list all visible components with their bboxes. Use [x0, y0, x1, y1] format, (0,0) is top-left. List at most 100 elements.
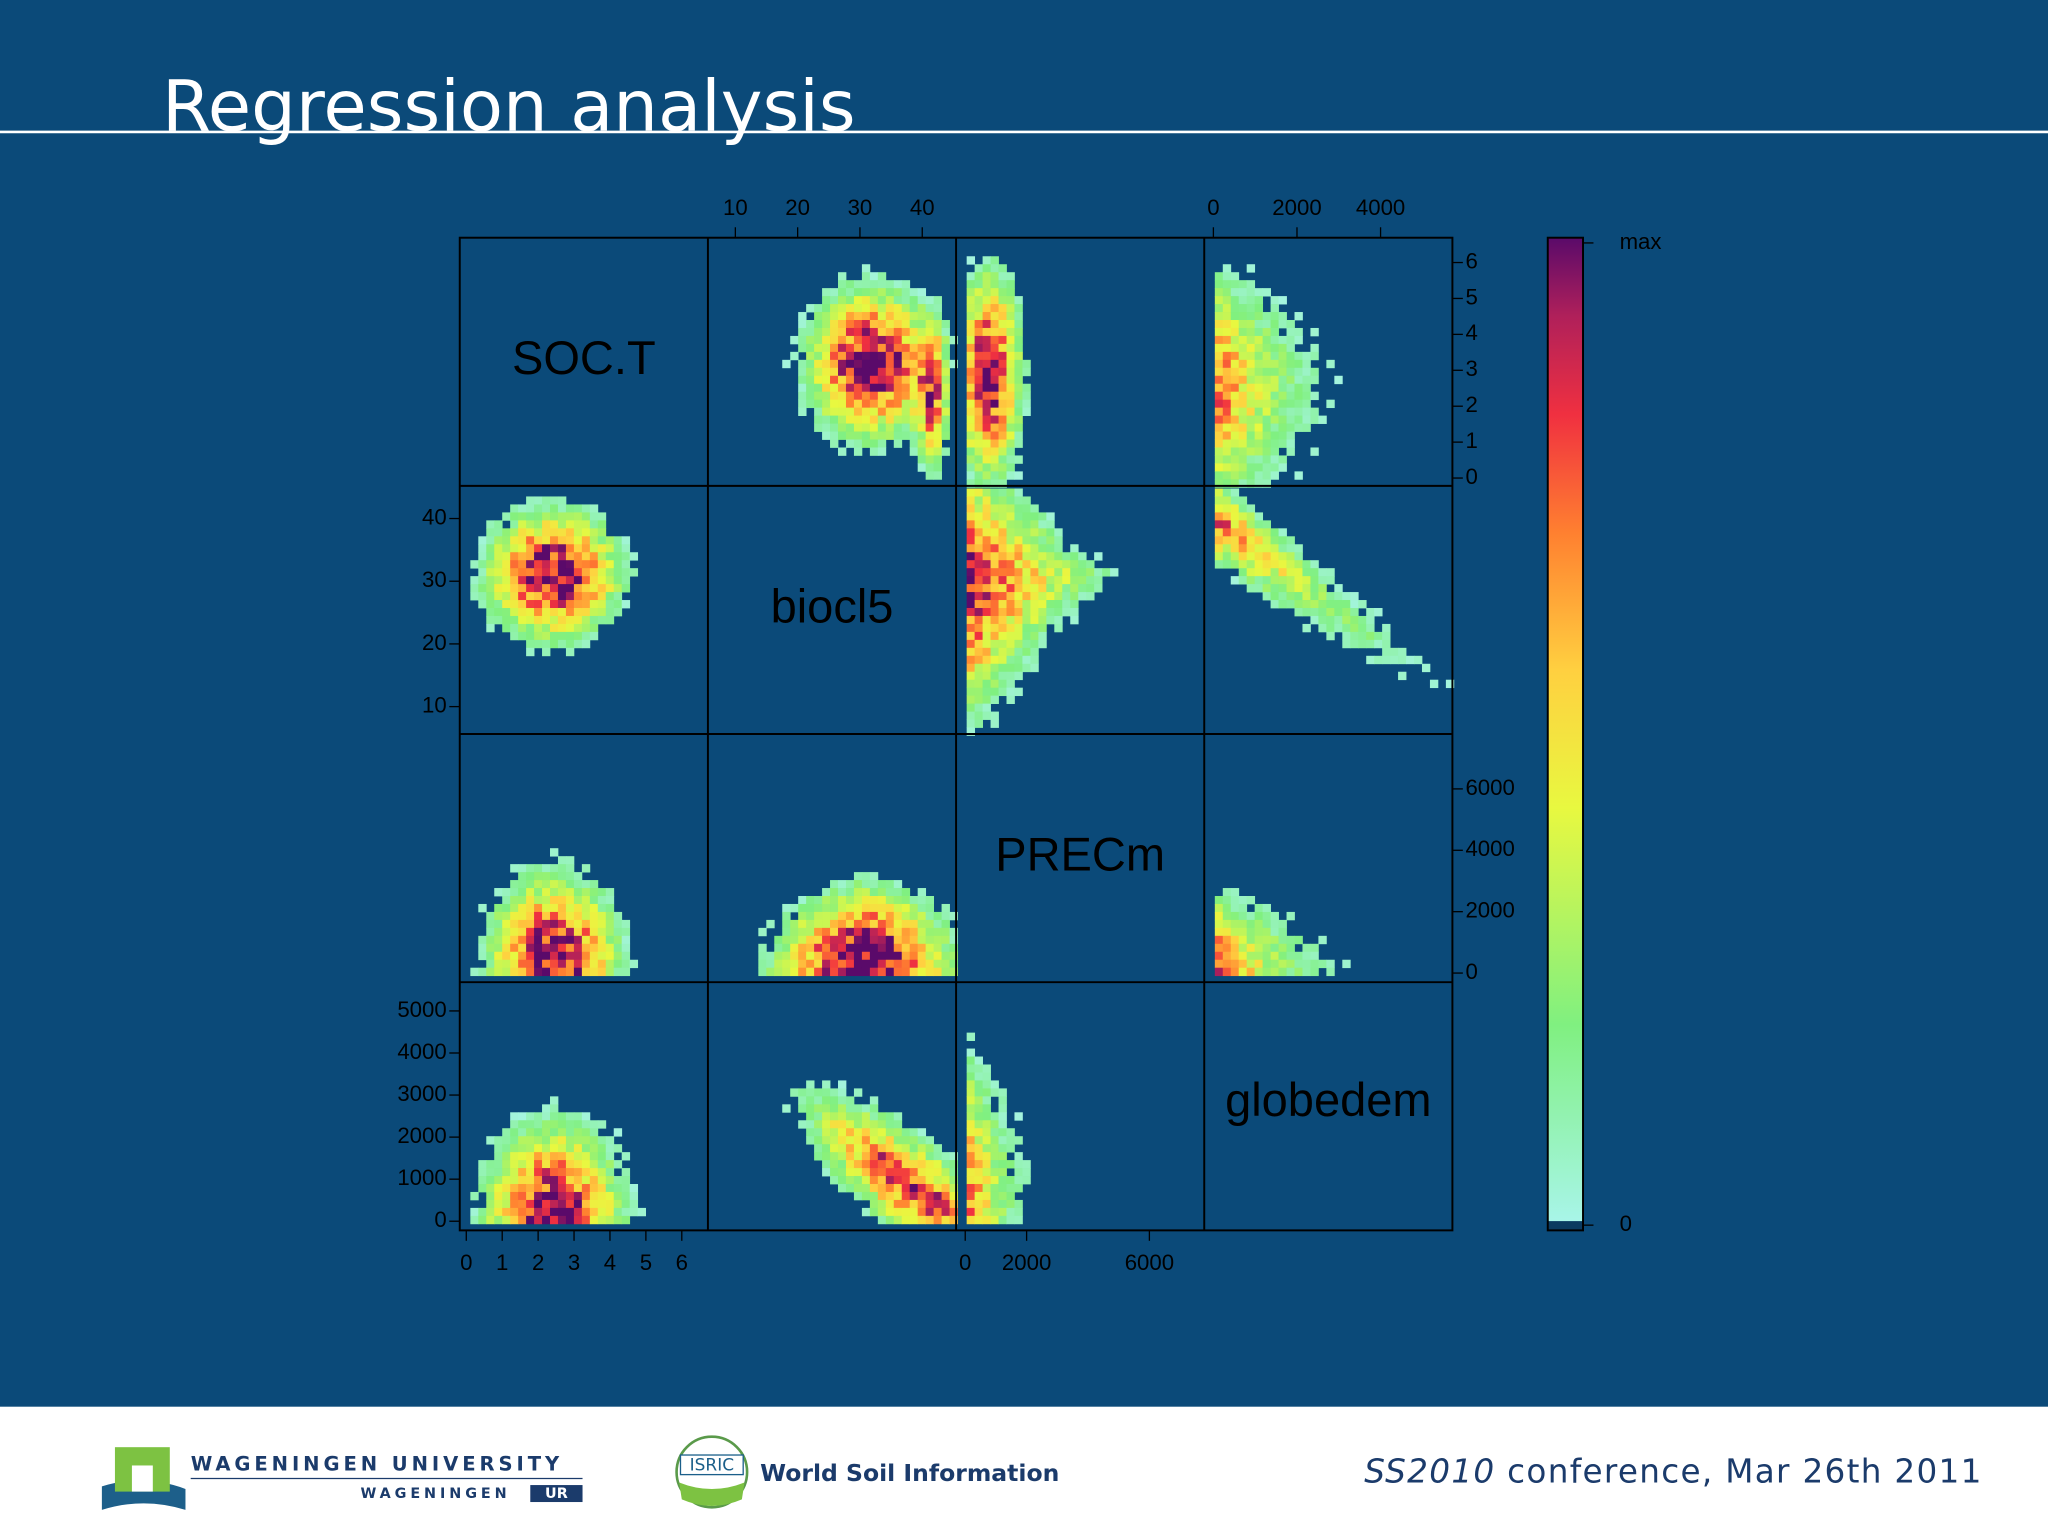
tick-label: 10	[723, 195, 748, 220]
density-cell	[990, 552, 999, 561]
density-cell	[941, 343, 950, 353]
density-cell	[486, 927, 495, 937]
density-cell	[470, 1207, 479, 1217]
density-cell	[822, 335, 831, 345]
density-cell	[933, 1215, 942, 1225]
density-cell	[877, 1152, 887, 1161]
density-cell	[838, 296, 847, 305]
density-cell	[974, 1184, 983, 1193]
density-cell	[830, 415, 839, 424]
density-cell	[885, 407, 895, 416]
density-cell	[1270, 439, 1279, 448]
density-cell	[869, 296, 879, 305]
density-cell	[1230, 935, 1240, 945]
density-cell	[982, 584, 991, 593]
density-cell	[581, 967, 591, 977]
density-cell	[861, 415, 871, 424]
density-cell	[542, 584, 551, 593]
density-cell	[877, 407, 887, 416]
density-cell	[1246, 439, 1256, 448]
density-cell	[885, 1215, 895, 1225]
density-cell	[534, 608, 543, 617]
density-cell	[798, 312, 807, 321]
density-cell	[597, 1199, 607, 1209]
density-cell	[893, 943, 903, 953]
density-cell	[982, 383, 991, 393]
density-cell	[838, 911, 847, 921]
density-cell	[933, 327, 942, 337]
density-cell	[557, 504, 567, 513]
density-cell	[534, 1215, 543, 1225]
density-cell	[1214, 447, 1224, 456]
density-cell	[1006, 407, 1015, 416]
density-cell	[1006, 568, 1015, 577]
density-cell	[869, 1096, 879, 1105]
density-cell	[853, 1160, 863, 1169]
density-cell	[933, 935, 942, 945]
density-cell	[486, 623, 495, 633]
tick-label: 6000	[1125, 1250, 1174, 1275]
density-cell	[510, 911, 519, 921]
density-cell	[941, 383, 950, 393]
density-cell	[917, 391, 927, 401]
density-cell	[1286, 959, 1295, 969]
density-cell	[1286, 327, 1295, 337]
density-cell	[613, 1184, 623, 1193]
density-cell	[550, 1096, 559, 1105]
density-cell	[909, 367, 919, 377]
density-cell	[982, 1120, 991, 1129]
density-cell	[1094, 568, 1103, 577]
density-cell	[774, 967, 783, 977]
density-cell	[550, 959, 559, 969]
density-cell	[982, 479, 991, 488]
density-cell	[901, 951, 911, 961]
density-cell	[933, 463, 942, 472]
density-cell	[581, 528, 591, 537]
density-cell	[982, 655, 991, 665]
density-cell	[925, 959, 935, 969]
density-cell	[869, 967, 879, 977]
density-cell	[1230, 335, 1240, 345]
density-cell	[885, 1207, 895, 1217]
density-cell	[1342, 631, 1351, 641]
density-cell	[526, 967, 535, 977]
density-cell	[1246, 943, 1256, 953]
density-cell	[605, 576, 615, 585]
density-cell	[933, 911, 942, 921]
density-cell	[830, 391, 839, 401]
density-cell	[814, 911, 823, 921]
density-cell	[589, 536, 599, 545]
density-cell	[869, 423, 879, 432]
density-cell	[814, 375, 823, 385]
density-cell	[1262, 431, 1271, 440]
density-cell	[1006, 496, 1015, 505]
density-cell	[478, 1160, 487, 1169]
density-cell	[470, 1191, 479, 1201]
density-cell	[518, 1136, 527, 1145]
density-cell	[1006, 1184, 1015, 1193]
density-cell	[990, 1184, 999, 1193]
density-cell	[621, 1152, 631, 1161]
density-cell	[1038, 584, 1047, 593]
density-cell	[494, 1215, 503, 1225]
density-cell	[861, 407, 871, 416]
density-cell	[1230, 312, 1240, 321]
density-cell	[1286, 943, 1295, 953]
density-cell	[1270, 407, 1279, 416]
density-cell	[526, 615, 535, 625]
density-cell	[1022, 592, 1031, 601]
density-cell	[589, 1160, 599, 1169]
density-cell	[1294, 327, 1303, 337]
density-cell	[822, 935, 831, 945]
density-cell	[486, 1184, 495, 1193]
density-cell	[1030, 544, 1039, 553]
density-cell	[909, 399, 919, 409]
density-cell	[542, 623, 551, 633]
density-cell	[1006, 447, 1015, 456]
density-cell	[966, 280, 976, 289]
density-cell	[486, 560, 495, 569]
density-cell	[861, 1112, 871, 1121]
density-cell	[1286, 383, 1295, 393]
density-cell	[982, 359, 991, 369]
density-cell	[877, 935, 887, 945]
